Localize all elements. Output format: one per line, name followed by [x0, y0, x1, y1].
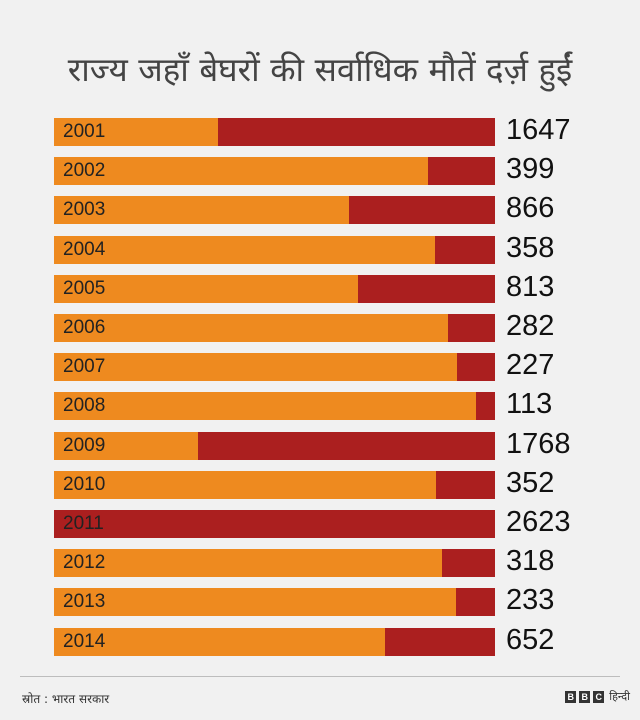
bar-row: 2001 1647 — [54, 114, 634, 148]
bar-row: 2011 2623 — [54, 506, 634, 540]
category-label: 2011 — [63, 513, 104, 534]
category-label: 2006 — [63, 317, 106, 338]
bar-row: 2013 233 — [54, 584, 634, 618]
category-label: 2001 — [63, 121, 106, 142]
bar-value — [358, 274, 495, 303]
data-label: 1768 — [506, 427, 571, 460]
category-label: 2004 — [63, 238, 106, 260]
bar-track — [54, 588, 495, 617]
bbc-logo-letter-2: B — [579, 690, 591, 703]
bbc-logo-letter-1: B — [565, 690, 577, 703]
bar-track — [54, 235, 495, 264]
category-label: 2008 — [63, 395, 106, 417]
bar-value — [456, 588, 495, 617]
bar-row: 2003 866 — [54, 192, 634, 226]
bar-value — [198, 431, 495, 460]
data-label: 227 — [506, 349, 555, 382]
data-label: 318 — [506, 545, 555, 578]
bbc-logo-suffix: हिन्दी — [609, 690, 630, 703]
category-label: 2002 — [63, 160, 106, 182]
bar-value — [442, 549, 495, 578]
category-label: 2005 — [63, 277, 106, 299]
category-label: 2012 — [63, 552, 106, 574]
bar-value — [457, 353, 495, 382]
bar-row: 2006 282 — [54, 310, 634, 344]
bar-value — [349, 196, 495, 225]
bar-row: 2005 813 — [54, 271, 634, 305]
bar-row: 2002 399 — [54, 153, 634, 187]
bar-value — [436, 470, 495, 499]
bar-track — [54, 314, 495, 342]
data-label: 866 — [506, 192, 555, 225]
bar-value — [476, 392, 495, 421]
category-label: 2009 — [63, 434, 106, 456]
data-label: 2623 — [506, 506, 571, 538]
source-note: स्रोत : भारत सरकार — [22, 692, 110, 706]
bar-row: 2008 113 — [54, 388, 634, 422]
bar-value — [54, 510, 495, 538]
bar-row: 2007 227 — [54, 349, 634, 383]
bar-value — [448, 314, 495, 342]
bar-row: 2010 352 — [54, 467, 634, 501]
data-label: 1647 — [506, 114, 571, 146]
bar-track — [54, 549, 495, 578]
data-label: 113 — [506, 388, 553, 421]
data-label: 358 — [506, 231, 555, 264]
data-label: 399 — [506, 153, 555, 186]
bar-value — [385, 627, 495, 656]
category-label: 2014 — [63, 630, 106, 652]
bar-track — [54, 353, 495, 382]
bar-row: 2014 652 — [54, 624, 634, 658]
bar-value — [428, 157, 495, 186]
bar-track — [54, 470, 495, 499]
bar-track — [54, 392, 495, 421]
bar-row: 2009 1768 — [54, 428, 634, 462]
bbc-hindi-logo: B B C हिन्दी — [565, 689, 630, 704]
data-label: 352 — [506, 466, 555, 499]
bar-track — [54, 157, 495, 186]
category-label: 2010 — [63, 473, 106, 495]
bar-row: 2012 318 — [54, 545, 634, 579]
category-label: 2013 — [63, 591, 106, 613]
data-label: 282 — [506, 310, 555, 342]
bar-value — [435, 235, 495, 264]
data-label: 652 — [506, 623, 555, 656]
bar-row: 2004 358 — [54, 232, 634, 266]
data-label: 813 — [506, 270, 555, 303]
category-label: 2007 — [63, 356, 106, 378]
bar-value — [218, 118, 495, 146]
category-label: 2003 — [63, 199, 106, 221]
footer-divider — [20, 676, 620, 677]
data-label: 233 — [506, 584, 555, 617]
bbc-logo-letter-3: C — [593, 690, 605, 703]
chart-title: राज्य जहाँ बेघरों की सर्वाधिक मौतें दर्ज… — [67, 50, 573, 89]
